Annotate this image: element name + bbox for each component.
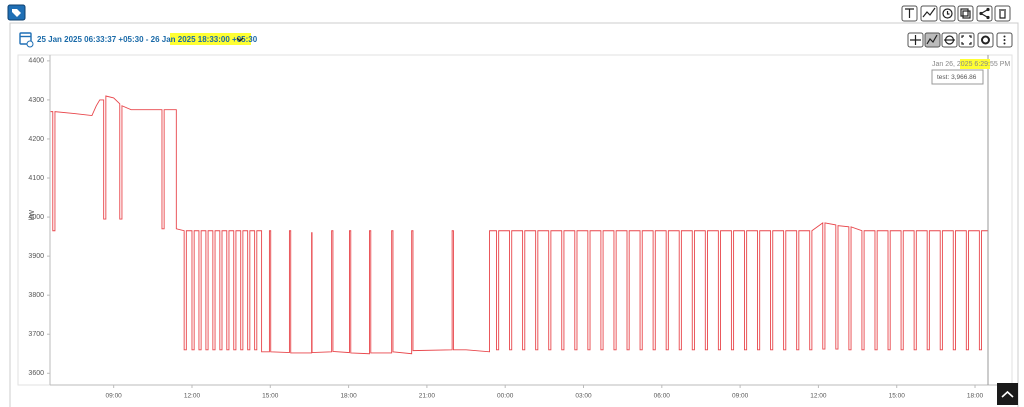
- y-tick-label: 4200: [28, 136, 44, 143]
- data-line: [50, 95, 989, 355]
- history-button[interactable]: [939, 5, 956, 22]
- move-button[interactable]: [907, 32, 924, 48]
- zoom-button[interactable]: [924, 32, 941, 48]
- y-tick-label: 4100: [28, 175, 44, 182]
- tooltip-box: [931, 69, 984, 85]
- y-tick-label: 3700: [28, 331, 44, 338]
- tag-button[interactable]: [7, 4, 26, 21]
- dropdown-chevron[interactable]: [236, 37, 244, 42]
- settings-button[interactable]: [977, 32, 994, 48]
- scroll-top-button[interactable]: [997, 383, 1018, 405]
- y-tick-label: 4400: [28, 58, 44, 65]
- y-tick-label: 4000: [28, 214, 44, 221]
- text-button[interactable]: [901, 5, 918, 22]
- delete-button[interactable]: [994, 5, 1011, 22]
- x-tick-label: 09:00: [732, 393, 749, 400]
- date-range[interactable]: 25 Jan 2025 06:33:37 +05:30 - 26 Jan 202…: [37, 35, 258, 44]
- x-tick-label: 15:00: [262, 393, 279, 400]
- plot-area: [17, 54, 1013, 386]
- y-tick-label: 3900: [28, 253, 44, 260]
- tooltip-title: Jan 26, 2025 6:29:55 PM: [932, 61, 1010, 68]
- plot: 3600 3700 3800 3900 4000 4100 4200 4300 4400 09:0…: [28, 58, 989, 400]
- x-tick-label: 18:00: [340, 393, 357, 400]
- pan-button[interactable]: [941, 32, 958, 48]
- fullscreen-button[interactable]: [958, 32, 975, 48]
- y-tick-label: 3600: [28, 370, 44, 377]
- highlight: [170, 33, 251, 45]
- copy-button[interactable]: [957, 5, 974, 22]
- y-axis-label: kW: [29, 210, 36, 221]
- x-tick-label: 00:00: [497, 393, 514, 400]
- x-tick-label: 15:00: [889, 393, 906, 400]
- share-button[interactable]: [976, 5, 993, 22]
- more-button[interactable]: [996, 32, 1013, 48]
- x-tick-label: 06:00: [654, 393, 671, 400]
- y-tick-label: 3800: [28, 292, 44, 299]
- x-tick-label: 18:00: [967, 393, 984, 400]
- calendar-icon[interactable]: [19, 32, 34, 48]
- line-chart-button[interactable]: [920, 5, 938, 22]
- highlight: [960, 59, 990, 69]
- x-tick-label: 12:00: [810, 393, 827, 400]
- y-tick-label: 4300: [28, 97, 44, 104]
- x-tick-label: 12:00: [184, 393, 201, 400]
- x-tick-label: 09:00: [106, 393, 123, 400]
- x-tick-label: 21:00: [419, 393, 436, 400]
- x-tick-label: 03:00: [575, 393, 592, 400]
- tooltip-label: test: 3,966.86: [937, 74, 977, 81]
